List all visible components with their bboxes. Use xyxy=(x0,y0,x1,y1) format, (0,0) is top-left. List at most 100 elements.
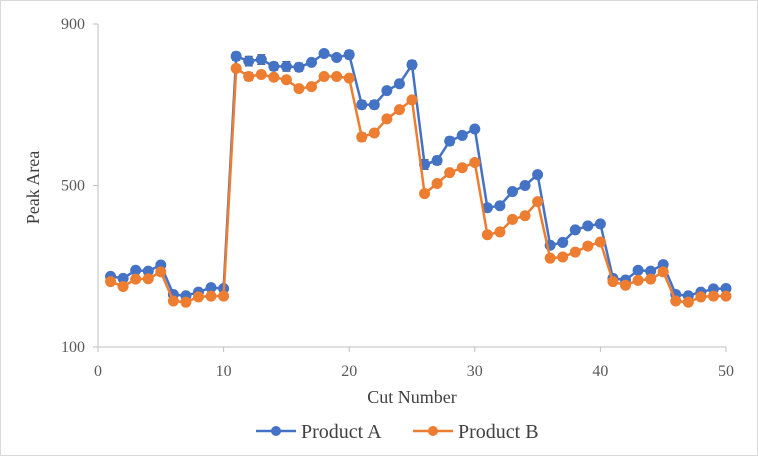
data-point xyxy=(368,127,380,139)
data-point xyxy=(142,273,154,285)
data-point xyxy=(406,59,418,71)
y-axis-title: Peak Area xyxy=(23,151,43,224)
data-point xyxy=(620,279,632,291)
data-point xyxy=(444,135,456,147)
data-point xyxy=(582,240,594,252)
data-point xyxy=(632,274,644,286)
data-point xyxy=(469,123,481,135)
y-tick-label: 100 xyxy=(61,339,85,356)
legend-marker xyxy=(271,426,281,436)
data-point xyxy=(180,296,192,308)
data-point xyxy=(306,81,318,93)
data-point xyxy=(419,188,431,200)
data-point xyxy=(230,50,242,62)
data-point xyxy=(707,290,719,302)
x-tick-label: 50 xyxy=(718,363,734,380)
data-point xyxy=(657,266,669,278)
data-point xyxy=(117,280,129,292)
data-point xyxy=(481,229,493,241)
data-point xyxy=(268,60,280,72)
x-axis-title: Cut Number xyxy=(367,387,457,407)
data-point xyxy=(456,162,468,174)
data-point xyxy=(381,113,393,125)
data-point xyxy=(318,70,330,82)
data-point xyxy=(594,236,606,248)
data-point xyxy=(306,56,318,68)
data-point xyxy=(280,74,292,86)
data-point xyxy=(444,167,456,179)
data-point xyxy=(557,236,569,248)
data-point xyxy=(494,200,506,212)
data-point xyxy=(469,156,481,168)
legend-item-0: Product A xyxy=(256,421,382,443)
data-point xyxy=(368,99,380,111)
data-point xyxy=(431,154,443,166)
data-point xyxy=(167,295,179,307)
data-point xyxy=(569,224,581,236)
data-point xyxy=(506,213,518,225)
data-point xyxy=(670,295,682,307)
legend-label: Product B xyxy=(458,421,539,443)
data-point xyxy=(268,71,280,83)
data-point xyxy=(255,54,267,66)
data-point xyxy=(155,266,167,278)
data-point xyxy=(532,196,544,208)
data-point xyxy=(105,276,117,288)
data-point xyxy=(218,290,230,302)
data-point xyxy=(645,273,657,285)
legend-label: Product A xyxy=(301,421,382,443)
series-line xyxy=(110,52,727,297)
data-point xyxy=(393,78,405,90)
data-point xyxy=(243,70,255,82)
data-point xyxy=(506,186,518,198)
data-point xyxy=(343,49,355,61)
data-point xyxy=(569,246,581,258)
data-point xyxy=(519,180,531,191)
data-point xyxy=(280,60,292,72)
data-point xyxy=(192,291,204,303)
data-point xyxy=(431,177,443,189)
data-point xyxy=(494,226,506,238)
series-1 xyxy=(105,62,732,308)
data-point xyxy=(356,131,368,143)
data-point xyxy=(544,252,556,264)
data-point xyxy=(356,99,368,111)
x-tick-label: 30 xyxy=(467,363,483,380)
data-point xyxy=(205,290,217,302)
data-point xyxy=(331,52,343,64)
data-point xyxy=(682,296,694,308)
data-point xyxy=(406,94,418,106)
data-point xyxy=(255,68,267,80)
x-tick-label: 0 xyxy=(94,363,102,380)
data-point xyxy=(532,169,544,181)
data-point xyxy=(720,290,732,302)
data-point xyxy=(293,61,305,73)
x-tick-label: 40 xyxy=(592,363,608,380)
data-point xyxy=(632,264,644,276)
data-point xyxy=(393,104,405,116)
y-tick-label: 500 xyxy=(61,178,85,195)
x-tick-label: 20 xyxy=(341,363,357,380)
data-point xyxy=(695,291,707,303)
legend-marker xyxy=(428,426,438,436)
data-point xyxy=(594,218,606,230)
legend-item-1: Product B xyxy=(413,421,539,443)
data-point xyxy=(381,85,393,97)
data-point xyxy=(582,220,594,232)
data-point xyxy=(318,47,330,59)
x-tick-label: 10 xyxy=(216,363,232,380)
data-point xyxy=(607,276,619,288)
series-0 xyxy=(105,47,732,302)
data-point xyxy=(331,70,343,82)
data-point xyxy=(130,273,142,285)
data-point xyxy=(557,251,569,263)
data-point xyxy=(230,62,242,74)
data-point xyxy=(293,83,305,95)
data-point xyxy=(243,55,255,67)
data-point xyxy=(343,72,355,84)
y-tick-label: 900 xyxy=(61,16,85,33)
data-point xyxy=(456,129,468,141)
data-point xyxy=(519,210,531,222)
